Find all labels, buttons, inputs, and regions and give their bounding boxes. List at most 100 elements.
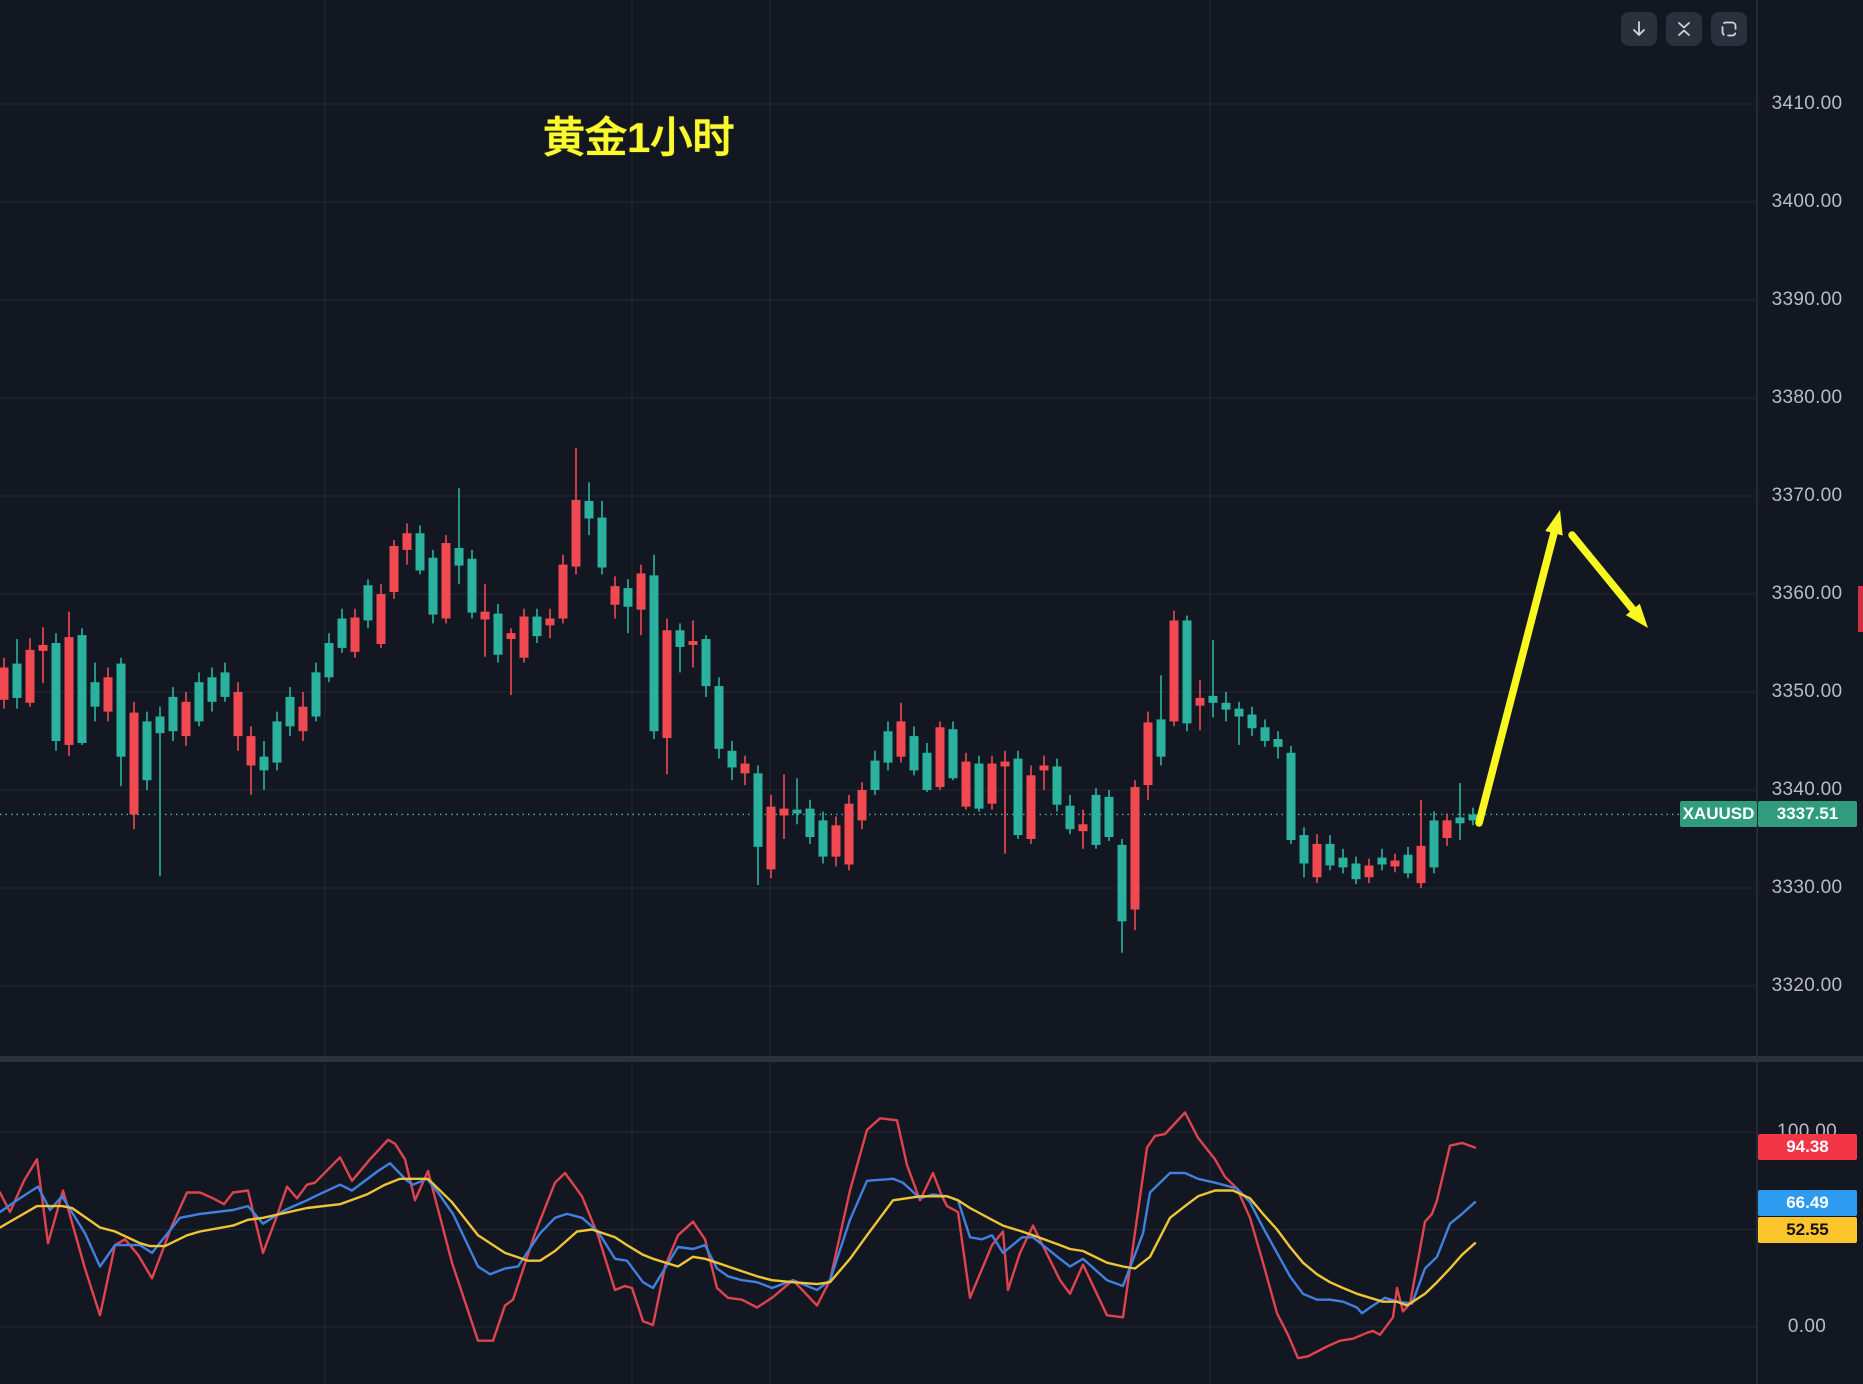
trend-arrow-line[interactable] (1568, 531, 1637, 614)
candle-body (675, 630, 685, 647)
fullscreen-button[interactable] (1711, 12, 1747, 46)
candle-body (1273, 739, 1283, 747)
candle-body (259, 756, 269, 771)
candle-body (337, 618, 347, 648)
candle-body (1364, 865, 1374, 878)
candle-body (168, 696, 178, 732)
candle-body (831, 825, 841, 857)
candle-body (558, 564, 568, 619)
candle-body (636, 573, 646, 610)
candle-body (870, 760, 880, 790)
candle-body (701, 639, 711, 687)
candle-body (90, 682, 100, 707)
candle-body (441, 543, 451, 619)
candle-body (649, 575, 659, 732)
candle-body (1208, 695, 1218, 703)
candle-body (1078, 824, 1088, 832)
candle-body (935, 727, 945, 788)
candle-body (389, 545, 399, 593)
scroll-to-recent-button[interactable] (1621, 12, 1657, 46)
candle-body (1455, 817, 1465, 824)
trend-arrow-head[interactable] (1545, 510, 1563, 536)
fullscreen-brackets-icon (1719, 19, 1739, 39)
clipped-label-fragment (1858, 586, 1863, 632)
collapse-panes-button[interactable] (1666, 12, 1702, 46)
pane-separator[interactable] (0, 1056, 1863, 1062)
candle-body (142, 721, 152, 781)
candle-body (480, 611, 490, 620)
kdj-line-k (0, 1161, 1477, 1315)
candle-body (766, 806, 776, 870)
collapse-chevrons-icon (1674, 19, 1694, 39)
current-price-symbol-tag: XAUUSD (1680, 801, 1757, 828)
candle-body (454, 547, 464, 566)
candle-body (116, 663, 126, 757)
candle-body (220, 672, 230, 697)
price-axis-label: 3360.00 (1771, 583, 1843, 604)
candle-body (597, 517, 607, 568)
candle-body (571, 499, 581, 567)
candle-body (1247, 714, 1257, 729)
candle-body (1234, 708, 1244, 717)
candle-body (922, 752, 932, 790)
kdj-j-value-tag: 94.38 (1758, 1133, 1857, 1160)
price-axis-label: 3320.00 (1771, 975, 1843, 996)
candle-body (324, 643, 334, 678)
candle-body (428, 557, 438, 615)
trend-arrow-head[interactable] (1625, 603, 1648, 628)
price-axis-label: 3390.00 (1771, 289, 1843, 310)
price-axis-label: 3380.00 (1771, 387, 1843, 408)
candle-body (1390, 860, 1400, 867)
candle-body (272, 721, 282, 763)
candle-body (1143, 722, 1153, 786)
candle-body (714, 686, 724, 749)
candle-body (961, 761, 971, 807)
candle-body (818, 820, 828, 857)
candle-body (1468, 814, 1478, 821)
indicator-axis-label: 0.00 (1787, 1316, 1827, 1337)
candle-body (77, 635, 87, 743)
candle-body (753, 773, 763, 847)
candle-body (1429, 820, 1439, 868)
candle-body (103, 677, 113, 712)
candle-body (1260, 727, 1270, 741)
candle-body (1312, 843, 1322, 878)
candle-body (1052, 766, 1062, 805)
candle-body (363, 585, 373, 621)
candle-body (519, 616, 529, 658)
candle-body (1104, 796, 1114, 838)
candle-body (688, 641, 698, 645)
chart-title-annotation[interactable]: 黄金1小时 (543, 114, 735, 161)
candle-body (1221, 702, 1231, 710)
candle-body (181, 701, 191, 737)
candle-body (1195, 697, 1205, 706)
candle-body (1286, 752, 1296, 840)
candle-body (974, 763, 984, 809)
candle-body (467, 558, 477, 613)
candle-body (883, 731, 893, 763)
candle-body (64, 637, 74, 745)
candle-body (1325, 843, 1335, 866)
candle-body (1117, 844, 1127, 922)
candle-body (896, 721, 906, 757)
candle-body (298, 706, 308, 732)
candle-body (194, 682, 204, 722)
candle-body (1403, 854, 1413, 874)
candle-body (506, 633, 516, 640)
candle-body (402, 533, 412, 550)
candle-body (1416, 845, 1426, 884)
candle-body (129, 712, 139, 815)
trend-arrow-line[interactable] (1475, 529, 1558, 827)
kdj-line-d (0, 1177, 1477, 1307)
candle-body (1299, 835, 1309, 864)
candle-body (0, 667, 9, 700)
candle-body (948, 729, 958, 779)
kdj-k-value-tag: 66.49 (1758, 1190, 1857, 1217)
candle-body (792, 809, 802, 814)
candle-body (311, 672, 321, 717)
candle-body (38, 644, 48, 651)
candle-body (155, 716, 165, 734)
candle-body (1000, 761, 1010, 767)
